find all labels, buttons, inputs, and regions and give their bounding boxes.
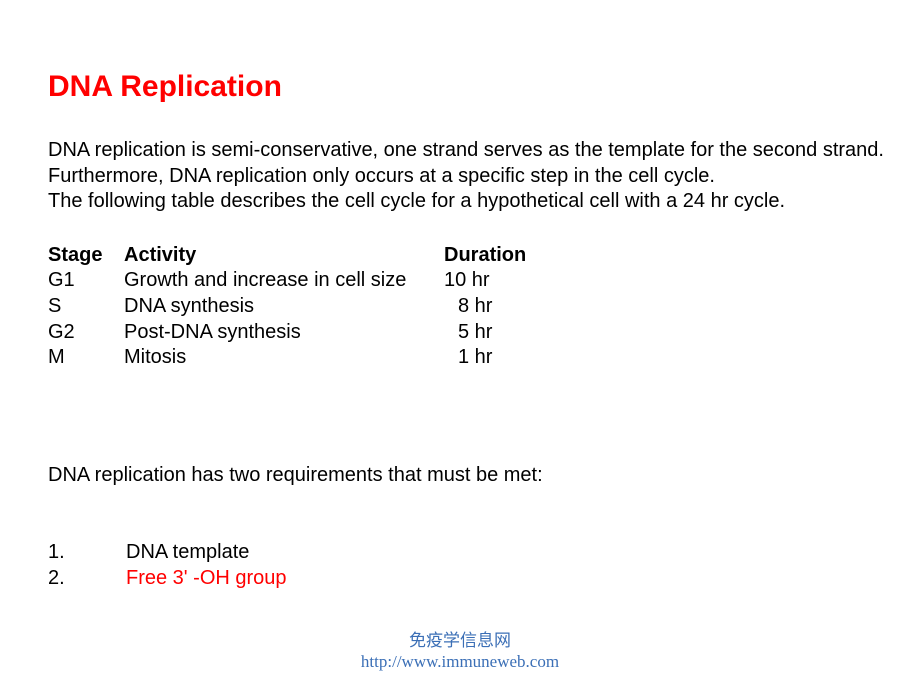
intro-line-2: Furthermore, DNA replication only occurs… [48,164,920,190]
footer-site-name: 免疫学信息网 [0,630,920,651]
slide: DNA Replication DNA replication is semi-… [0,0,920,690]
cell-stage: G2 [48,320,124,346]
requirements-intro: DNA replication has two requirements tha… [48,463,920,489]
requirement-item: 2. Free 3' -OH group [48,566,920,592]
requirement-number: 2. [48,566,126,592]
header-duration: Duration [444,243,526,269]
intro-line-1: DNA replication is semi-conservative, on… [48,138,920,164]
header-stage: Stage [48,243,124,269]
cell-stage: S [48,294,124,320]
requirement-item: 1. DNA template [48,540,920,566]
table-row: M Mitosis 1 hr [48,345,920,371]
table-row: G2 Post-DNA synthesis 5 hr [48,320,920,346]
header-activity: Activity [124,243,444,269]
cell-activity: Growth and increase in cell size [124,268,444,294]
cell-duration: 10 hr [444,268,524,294]
cell-cycle-table: Stage Activity Duration G1 Growth and in… [48,243,920,371]
footer-url: http://www.immuneweb.com [0,651,920,672]
cell-duration: 8 hr [458,294,492,320]
cell-activity: DNA synthesis [124,294,444,320]
requirement-text: DNA template [126,540,249,566]
page-title: DNA Replication [48,70,920,104]
requirement-text: Free 3' -OH group [126,566,287,592]
requirement-number: 1. [48,540,126,566]
cell-activity: Mitosis [124,345,444,371]
requirements-list: 1. DNA template 2. Free 3' -OH group [48,540,920,591]
cell-activity: Post-DNA synthesis [124,320,444,346]
cell-stage: G1 [48,268,124,294]
duration-pad [444,294,458,320]
intro-line-3: The following table describes the cell c… [48,189,920,215]
table-row: S DNA synthesis 8 hr [48,294,920,320]
cell-duration: 1 hr [458,345,492,371]
table-row: G1 Growth and increase in cell size 10 h… [48,268,920,294]
footer: 免疫学信息网 http://www.immuneweb.com [0,630,920,673]
cell-stage: M [48,345,124,371]
cell-duration: 5 hr [458,320,492,346]
duration-pad [444,320,458,346]
table-header-row: Stage Activity Duration [48,243,920,269]
duration-pad [444,345,458,371]
